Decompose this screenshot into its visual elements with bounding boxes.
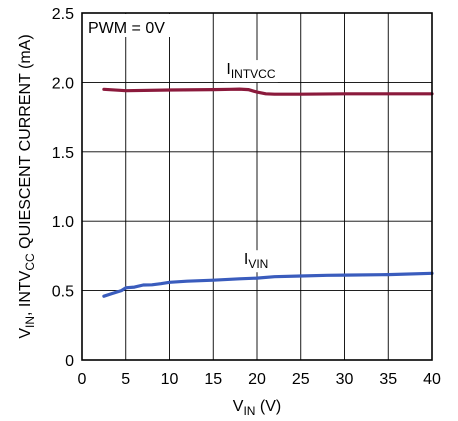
x-tick-label: 15 [204, 371, 222, 388]
x-tick-label: 30 [336, 371, 354, 388]
grid-lines [81, 12, 433, 361]
annotation-background [83, 14, 171, 37]
y-axis-label: VIN, INTVCC QUIESCENT CURRENT (mA) [17, 34, 37, 338]
annotation-text: PWM = 0V [88, 20, 165, 37]
y-axis-label-part1-sub: IN [23, 316, 37, 328]
y-tick-labels: 0 0.5 1.0 1.5 2.0 2.5 [52, 6, 74, 370]
y-tick-label: 0 [65, 353, 74, 370]
x-tick-label: 35 [379, 371, 397, 388]
y-tick-label: 0.5 [52, 284, 74, 301]
x-tick-label: 20 [248, 371, 266, 388]
series-label-sub: VIN [248, 257, 268, 271]
x-axis-label-suffix: (V) [255, 398, 281, 415]
x-tick-label: 25 [292, 371, 310, 388]
x-tick-label: 0 [78, 371, 87, 388]
series-label-main: I [226, 61, 230, 78]
series-label-background [224, 60, 278, 83]
x-axis-label: VIN (V) [233, 398, 281, 418]
y-axis-label-part2-sub: CC [23, 253, 37, 271]
y-axis-label-part1: V [17, 328, 34, 339]
y-axis-label-part2: , INTV [17, 270, 34, 316]
series-label-sub: INTVCC [231, 67, 276, 81]
x-axis-label-main: V [233, 398, 244, 415]
series-line-i-vin [102, 271, 434, 298]
series-label-background [241, 250, 271, 273]
x-tick-label: 10 [161, 371, 179, 388]
series-label-i-vin: IVIN [244, 251, 268, 271]
series-label-main: I [244, 251, 248, 268]
y-tick-label: 1.5 [52, 145, 74, 162]
annotation-box: PWM = 0V [83, 14, 171, 37]
series-label-i-intvcc: IINTVCC [226, 61, 275, 81]
y-tick-label: 2.5 [52, 6, 74, 23]
x-tick-label: 5 [121, 371, 130, 388]
series-line-i-intvcc [102, 87, 434, 96]
series-lines [102, 87, 434, 298]
y-tick-label: 2.0 [52, 75, 74, 92]
x-tick-labels: 0 5 10 15 20 25 30 35 40 [78, 371, 441, 388]
plot-frame [81, 12, 433, 361]
y-tick-label: 1.0 [52, 214, 74, 231]
x-tick-label: 40 [423, 371, 441, 388]
y-axis-label-part3: QUIESCENT CURRENT (mA) [17, 34, 34, 253]
x-axis-label-sub: IN [243, 404, 255, 418]
